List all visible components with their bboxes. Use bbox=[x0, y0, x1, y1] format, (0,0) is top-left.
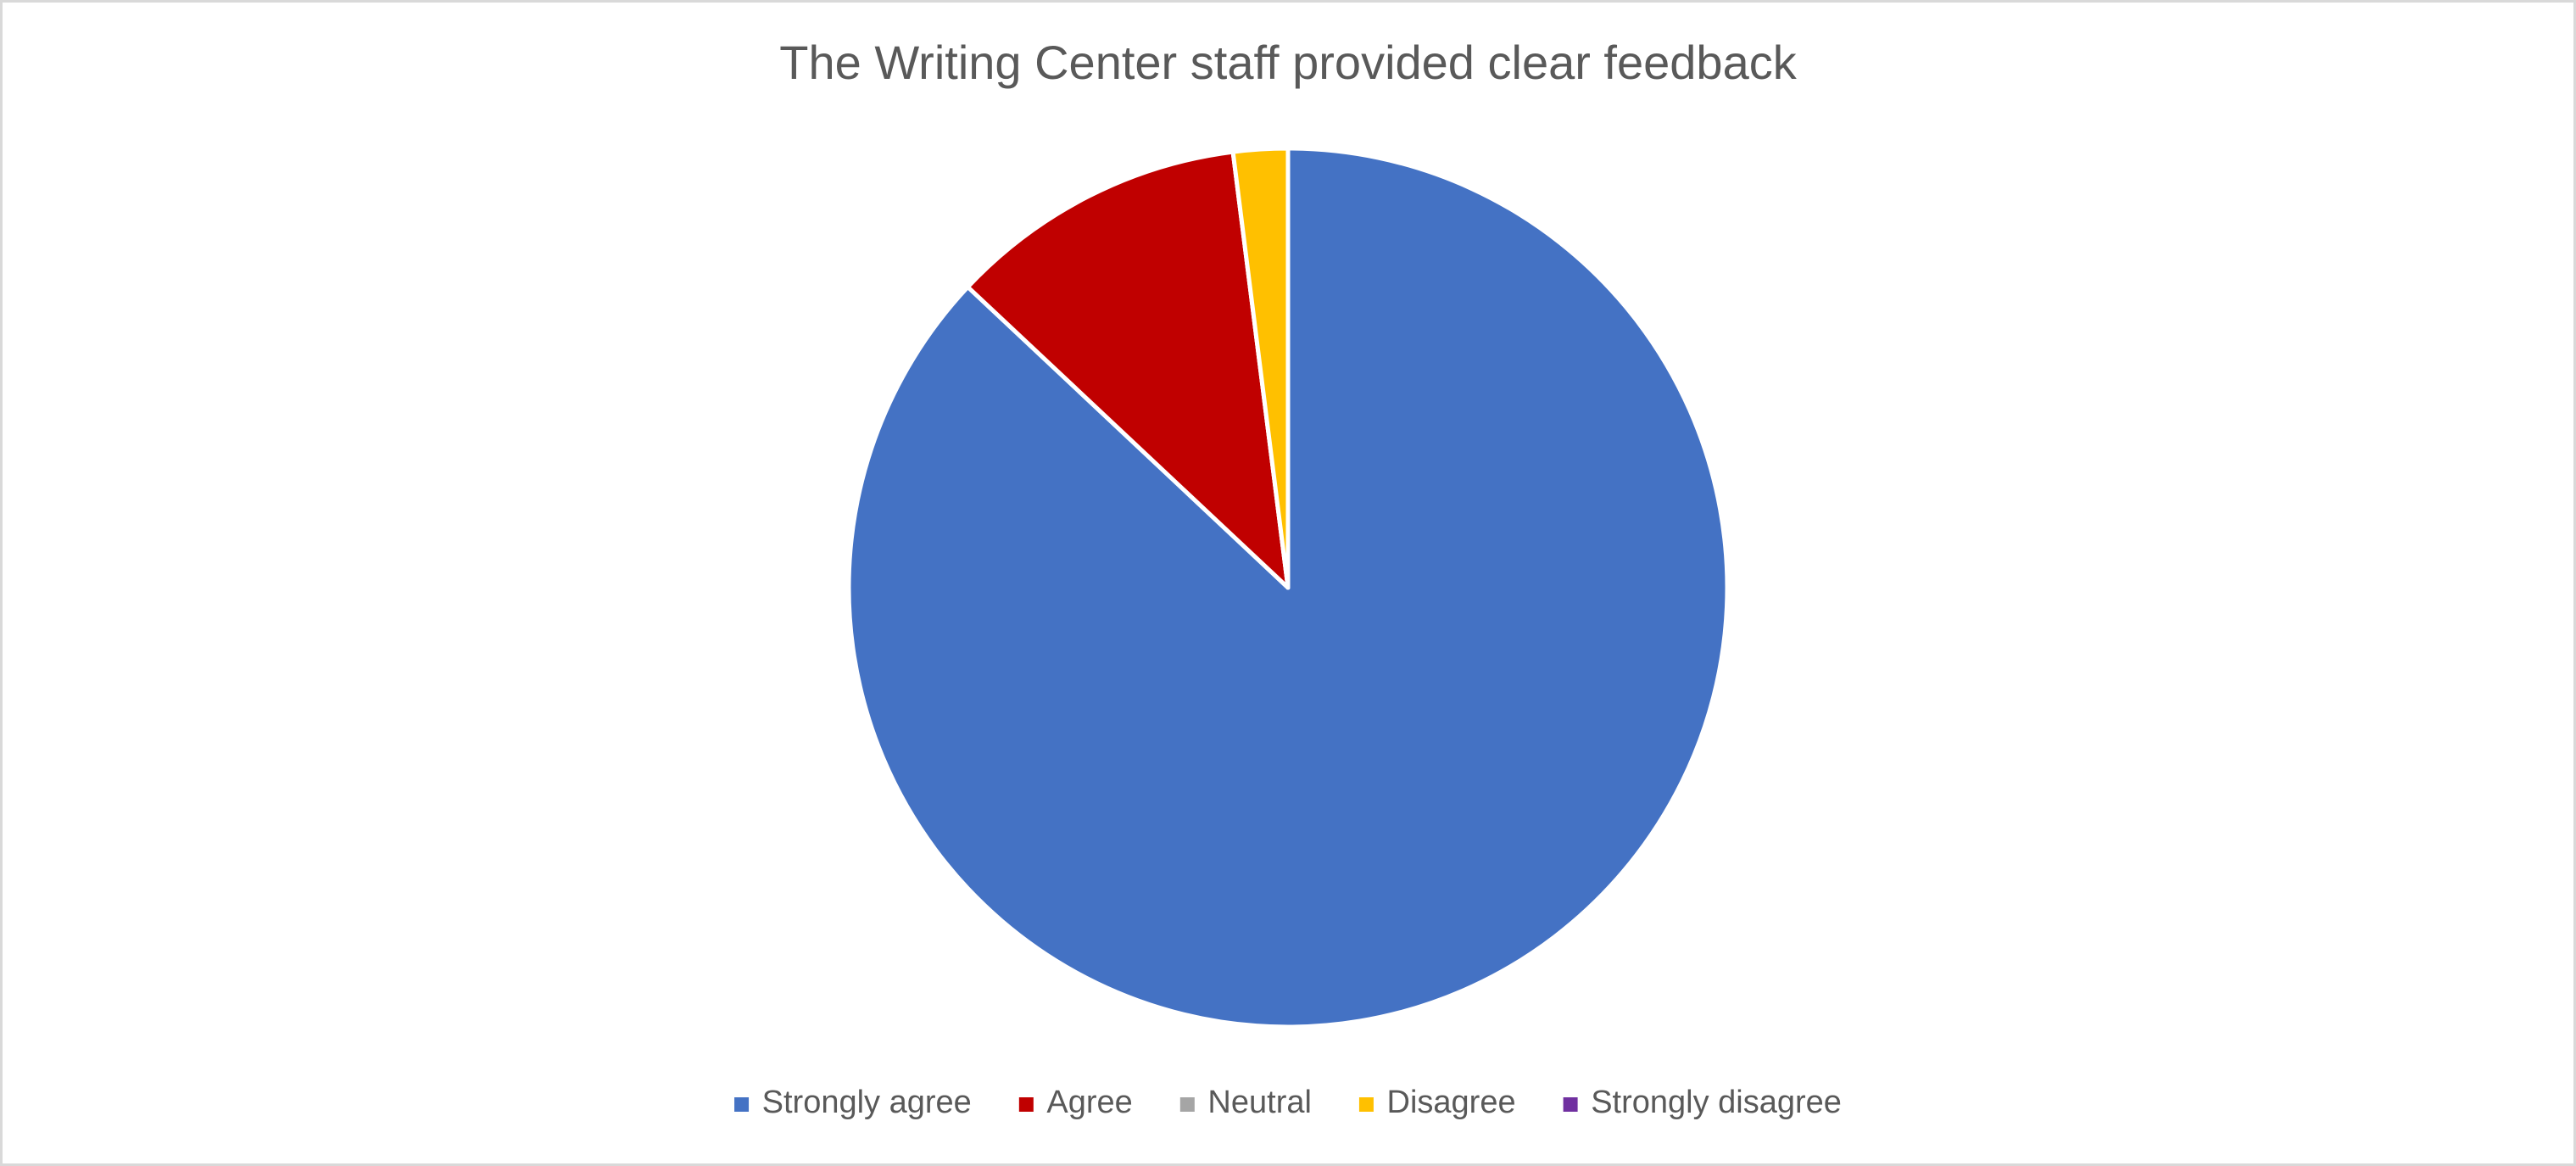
legend-marker bbox=[1563, 1097, 1578, 1112]
chart-title: The Writing Center staff provided clear … bbox=[779, 36, 1797, 89]
legend-marker bbox=[1358, 1097, 1374, 1112]
legend-label: Strongly disagree bbox=[1591, 1085, 1842, 1120]
legend-marker bbox=[1018, 1097, 1034, 1112]
pie-slice bbox=[965, 149, 1291, 590]
legend: Strongly agree Agree Neutral Disagree Strong… bbox=[734, 1085, 1842, 1120]
legend-label: Agree bbox=[1046, 1085, 1132, 1120]
legend-marker bbox=[1179, 1097, 1195, 1112]
legend-marker bbox=[734, 1097, 750, 1112]
legend-label: Neutral bbox=[1207, 1085, 1312, 1120]
legend-label: Strongly agree bbox=[762, 1085, 972, 1120]
legend-label: Disagree bbox=[1387, 1085, 1516, 1120]
pie bbox=[846, 146, 1730, 1029]
